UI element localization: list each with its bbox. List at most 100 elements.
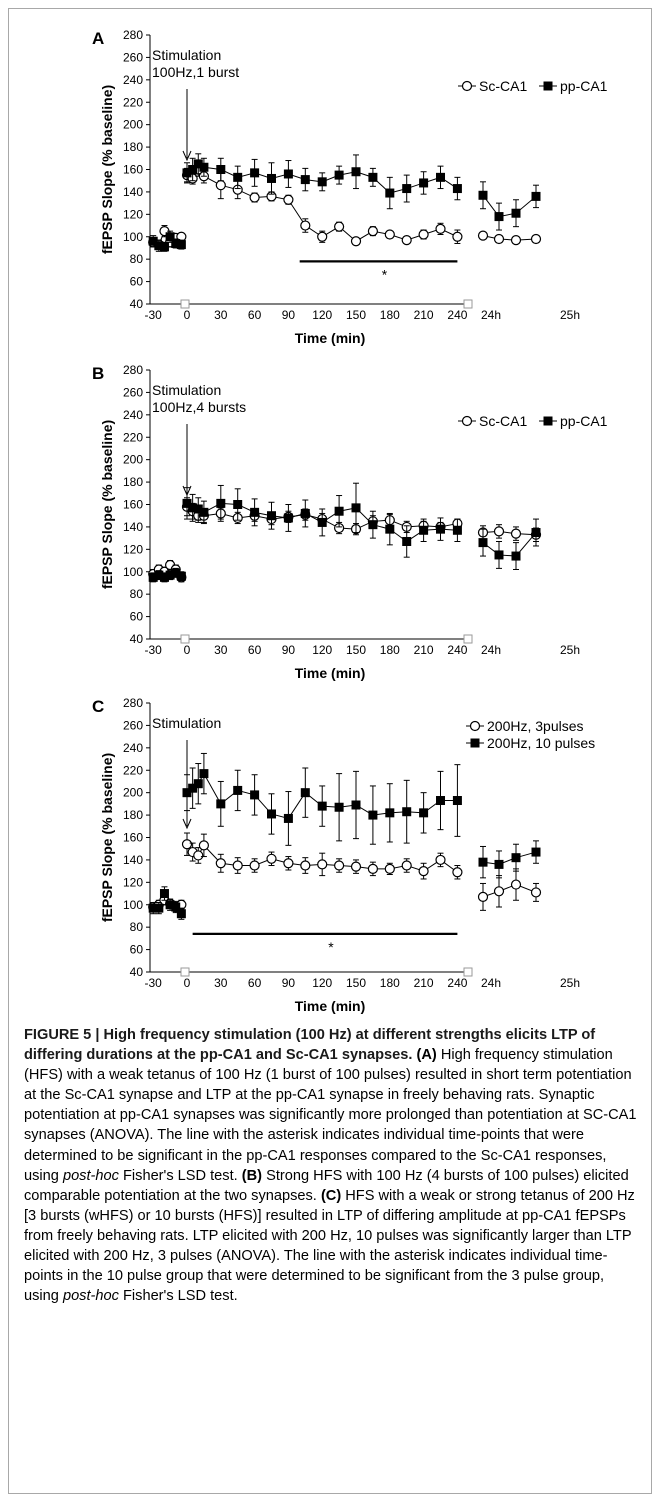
caption-text-c: HFS with a weak or strong tetanus of 200…	[24, 1187, 635, 1305]
data-point-square	[419, 178, 429, 188]
x-tick-label: 25h	[560, 308, 580, 322]
data-point-square	[216, 498, 226, 508]
x-tick-label: 0	[184, 308, 191, 322]
x-tick-label: -30	[145, 308, 163, 322]
stimulation-annotation: Stimulation	[152, 715, 221, 731]
data-point-square	[531, 528, 541, 538]
series-line-circle	[482, 235, 537, 241]
figure-caption: FIGURE 5 | High frequency stimulation (1…	[24, 1025, 638, 1306]
y-tick-label: 280	[123, 363, 143, 377]
y-tick-label: 180	[123, 475, 143, 489]
stimulation-arrowhead	[182, 818, 192, 830]
legend-marker-square	[470, 738, 480, 748]
significance-asterisk: *	[328, 939, 334, 955]
stimulation-annotation: Stimulation	[152, 47, 221, 63]
data-point-square	[478, 857, 488, 867]
figure-frame	[8, 8, 652, 1494]
data-point-square	[334, 506, 344, 516]
x-tick-label: 120	[312, 976, 332, 990]
x-tick-label: 150	[346, 643, 366, 657]
y-tick-label: 140	[123, 520, 143, 534]
data-point-circle	[181, 839, 193, 850]
y-tick-label: 280	[123, 696, 143, 710]
y-tick-label: 180	[123, 140, 143, 154]
data-point-square	[148, 572, 158, 582]
data-point-square	[165, 900, 175, 910]
data-point-circle	[198, 840, 210, 851]
data-point-square	[419, 808, 429, 818]
caption-label-a: (A)	[416, 1047, 437, 1064]
series-line-square	[482, 532, 537, 557]
x-tick-label: 210	[414, 976, 434, 990]
data-point-circle	[493, 233, 505, 245]
data-point-circle	[510, 528, 522, 539]
data-point-square	[452, 184, 462, 194]
data-point-square	[188, 165, 198, 174]
data-point-circle	[350, 236, 362, 247]
data-point-square	[317, 177, 327, 187]
data-point-circle	[452, 867, 463, 878]
data-point-square	[300, 788, 310, 798]
series-line-square	[482, 851, 537, 865]
data-point-square	[148, 903, 158, 913]
data-point-circle	[530, 887, 542, 898]
data-point-square	[478, 538, 488, 548]
data-point-circle	[435, 854, 446, 866]
x-tick-label: 120	[312, 308, 332, 322]
y-tick-label: 60	[130, 275, 144, 289]
panel-label: B	[92, 364, 104, 383]
x-tick-label: 240	[447, 643, 467, 657]
data-point-circle	[477, 891, 489, 903]
data-point-square	[385, 808, 395, 818]
data-point-square	[368, 172, 378, 182]
data-point-square	[419, 525, 429, 535]
x-tick-label: 90	[282, 643, 296, 657]
data-point-square	[368, 520, 378, 530]
x-tick-label: 240	[447, 976, 467, 990]
data-point-square	[317, 801, 327, 811]
x-tick-label: 150	[346, 308, 366, 322]
data-point-circle	[300, 860, 311, 871]
data-point-square	[300, 508, 310, 518]
stimulation-arrowhead	[182, 150, 192, 162]
data-point-square	[216, 799, 226, 809]
data-point-square	[159, 572, 169, 582]
legend-marker-square	[543, 416, 553, 426]
data-point-square	[154, 570, 164, 580]
legend-entry: pp-CA1	[560, 78, 608, 94]
y-tick-label: 160	[123, 831, 143, 845]
data-point-square	[402, 807, 412, 817]
x-tick-label: 120	[312, 643, 332, 657]
data-point-square	[267, 173, 277, 183]
data-point-square	[233, 172, 243, 182]
data-point-square	[199, 162, 209, 172]
y-tick-label: 180	[123, 808, 143, 822]
data-point-square	[334, 170, 344, 180]
legend-entry: Sc-CA1	[479, 78, 527, 94]
series-line-circle	[482, 884, 537, 898]
data-point-circle	[334, 221, 345, 232]
data-point-circle	[367, 226, 379, 237]
y-tick-label: 220	[123, 430, 143, 444]
data-point-square	[436, 172, 446, 182]
data-point-square	[250, 790, 260, 800]
y-tick-label: 140	[123, 853, 143, 867]
data-point-square	[182, 788, 192, 798]
x-tick-label: 24h	[481, 643, 501, 657]
x-tick-label: -30	[145, 643, 163, 657]
y-tick-label: 100	[123, 898, 143, 912]
y-tick-label: 220	[123, 95, 143, 109]
data-point-circle	[401, 860, 412, 871]
data-point-square	[165, 232, 175, 242]
x-tick-label: 180	[380, 308, 400, 322]
data-point-square	[216, 165, 226, 174]
data-point-circle	[215, 180, 226, 191]
data-point-square	[193, 159, 203, 169]
data-point-circle	[215, 858, 226, 869]
x-tick-label: 25h	[560, 976, 580, 990]
data-point-square	[351, 503, 361, 513]
data-point-square	[159, 242, 169, 252]
legend-marker-square	[543, 81, 553, 91]
y-axis-title: fEPSP Slope (% baseline)	[99, 420, 115, 589]
data-point-square	[267, 511, 277, 521]
